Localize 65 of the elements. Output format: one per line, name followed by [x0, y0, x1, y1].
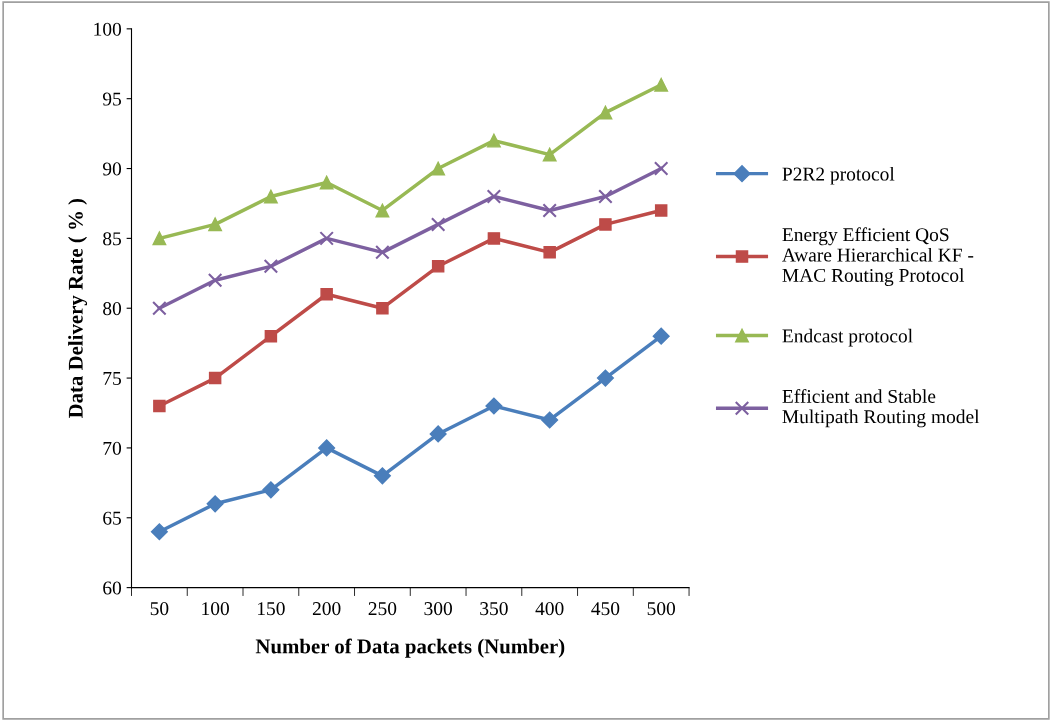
- y-tick-label: 60: [103, 581, 122, 595]
- point: [150, 523, 168, 541]
- x-tick-label: 500: [647, 602, 676, 616]
- point: [599, 218, 612, 231]
- x-tick-label: 400: [535, 602, 564, 616]
- point: [206, 495, 224, 513]
- point: [319, 231, 334, 246]
- y-tick-label: 90: [102, 162, 122, 176]
- legend-label: Efficient and Stable Multipath Routing model: [782, 389, 980, 428]
- point: [376, 301, 389, 315]
- point: [431, 260, 445, 273]
- y-tick-label: 70: [103, 441, 122, 455]
- x-axis-title: Number of Data packets (Number): [255, 638, 565, 658]
- point: [431, 161, 446, 176]
- legend-label: Energy Efficient QoS Aware Hierarchical KF - MAC Routing Protocol: [782, 227, 974, 286]
- y-tick-label: 80: [103, 302, 122, 316]
- y-tick-label: 65: [103, 511, 122, 525]
- point: [654, 77, 669, 92]
- point: [152, 231, 167, 246]
- point: [542, 203, 557, 218]
- point: [263, 259, 279, 274]
- point: [153, 399, 166, 413]
- point: [653, 161, 669, 176]
- point: [208, 217, 223, 232]
- point: [263, 189, 278, 204]
- x-tick-label: 300: [424, 602, 452, 616]
- point: [485, 397, 503, 415]
- legend-label: P2R2 protocol: [782, 166, 895, 185]
- y-tick-label: 75: [103, 372, 122, 386]
- point: [207, 273, 223, 288]
- point: [430, 217, 446, 232]
- point: [320, 288, 333, 301]
- point: [596, 369, 614, 387]
- point: [208, 371, 222, 385]
- point: [152, 300, 167, 316]
- point: [654, 204, 668, 217]
- point: [652, 327, 670, 345]
- y-tick-label: 95: [102, 92, 122, 106]
- y-tick-label: 85: [103, 232, 122, 246]
- x-tick-label: 450: [591, 602, 620, 616]
- point: [429, 425, 447, 443]
- x-tick-label: 350: [480, 602, 508, 616]
- point: [543, 246, 556, 259]
- x-tick-label: 200: [312, 602, 341, 616]
- point: [318, 439, 336, 457]
- point: [598, 105, 613, 120]
- point: [264, 329, 278, 343]
- legend-label: Endcast protocol: [782, 328, 913, 347]
- x-tick-label: 150: [258, 602, 285, 616]
- point: [487, 232, 501, 245]
- x-tick-label: 50: [150, 602, 169, 616]
- y-axis-title: Data Delivery Rate ( % ): [68, 198, 88, 419]
- x-tick-label: 100: [202, 602, 229, 616]
- point: [375, 245, 390, 260]
- point: [373, 467, 391, 485]
- point: [542, 147, 557, 162]
- point: [262, 481, 280, 499]
- x-tick-label: 250: [368, 602, 397, 616]
- point: [486, 133, 501, 148]
- point: [319, 175, 334, 190]
- point: [375, 203, 390, 218]
- y-tick-label: 100: [94, 22, 122, 36]
- point: [486, 189, 502, 204]
- point: [598, 189, 613, 204]
- point: [541, 411, 559, 429]
